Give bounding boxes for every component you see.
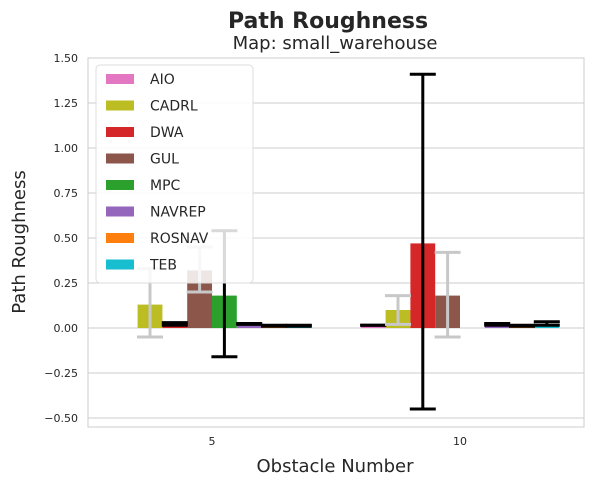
legend-swatch-gul (106, 153, 134, 164)
legend: AIO CADRL DWA GUL MPC NAVREP ROSNAV TEB (95, 64, 254, 284)
y-tick-label: 0.00 (54, 322, 79, 335)
legend-swatch-rosnav (106, 233, 134, 243)
y-tick-label: 1.50 (54, 52, 79, 65)
plot-frame (87, 57, 585, 428)
legend-label-teb: TEB (149, 258, 177, 274)
y-tick-label: −0.50 (44, 412, 78, 425)
chart-subtitle: Map: small_warehouse (233, 33, 438, 54)
x-tick-label: 10 (453, 435, 467, 448)
legend-label-dwa: DWA (150, 125, 184, 141)
y-tick-label: 1.25 (54, 97, 79, 110)
y-tick-label: 0.25 (54, 277, 79, 290)
legend-swatch-teb (106, 259, 134, 270)
legend-label-gul: GUL (150, 152, 179, 168)
legend-swatch-navrep (106, 206, 134, 217)
legend-swatch-cadrl (106, 100, 134, 111)
legend-box (95, 64, 254, 284)
chart-title: Path Roughness (228, 9, 428, 34)
y-axis-label: Path Roughness (9, 170, 30, 313)
y-tick-label: −0.25 (44, 367, 78, 380)
bar-navrep (236, 324, 262, 328)
legend-label-rosnav: ROSNAV (150, 231, 209, 247)
legend-swatch-aio (106, 74, 134, 84)
legend-label-mpc: MPC (150, 178, 181, 194)
x-axis-label: Obstacle Number (256, 456, 414, 477)
x-tick-label: 5 (209, 435, 216, 448)
y-tick-label: 0.75 (54, 187, 79, 200)
legend-label-cadrl: CADRL (150, 99, 198, 115)
y-tick-label: 0.50 (54, 232, 79, 245)
legend-label-aio: AIO (150, 72, 175, 88)
legend-swatch-dwa (106, 127, 134, 137)
legend-label-navrep: NAVREP (150, 205, 206, 221)
y-tick-label: 1.00 (54, 142, 79, 155)
legend-swatch-mpc (106, 180, 134, 190)
